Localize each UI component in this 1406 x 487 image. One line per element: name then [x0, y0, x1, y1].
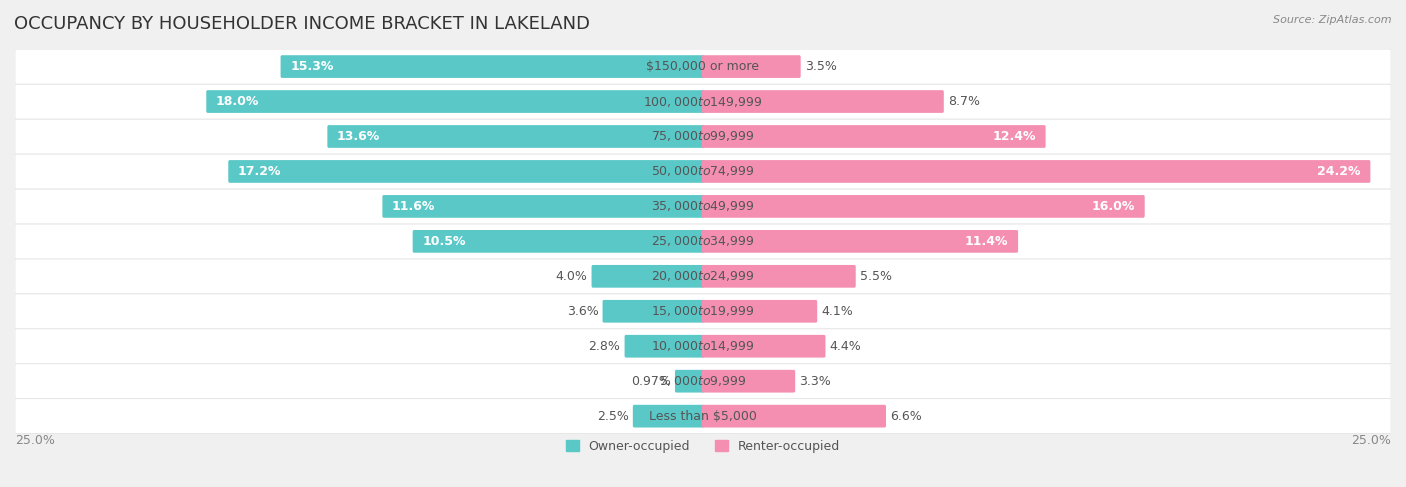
FancyBboxPatch shape	[15, 224, 1391, 259]
FancyBboxPatch shape	[15, 329, 1391, 364]
FancyBboxPatch shape	[702, 125, 1046, 148]
Text: 12.4%: 12.4%	[993, 130, 1036, 143]
Text: 6.6%: 6.6%	[890, 410, 922, 423]
FancyBboxPatch shape	[15, 399, 1391, 433]
Legend: Owner-occupied, Renter-occupied: Owner-occupied, Renter-occupied	[561, 435, 845, 458]
FancyBboxPatch shape	[328, 125, 704, 148]
Text: 17.2%: 17.2%	[238, 165, 281, 178]
FancyBboxPatch shape	[702, 335, 825, 357]
FancyBboxPatch shape	[15, 259, 1391, 294]
Text: 11.6%: 11.6%	[392, 200, 436, 213]
Text: $20,000 to $24,999: $20,000 to $24,999	[651, 269, 755, 283]
Text: $75,000 to $99,999: $75,000 to $99,999	[651, 130, 755, 144]
Text: $15,000 to $19,999: $15,000 to $19,999	[651, 304, 755, 318]
FancyBboxPatch shape	[382, 195, 704, 218]
FancyBboxPatch shape	[592, 265, 704, 288]
Text: 25.0%: 25.0%	[15, 433, 55, 447]
Text: 0.97%: 0.97%	[631, 375, 671, 388]
Text: 13.6%: 13.6%	[337, 130, 380, 143]
Text: 2.8%: 2.8%	[589, 340, 620, 353]
Text: Less than $5,000: Less than $5,000	[650, 410, 756, 423]
FancyBboxPatch shape	[702, 55, 800, 78]
Text: 15.3%: 15.3%	[290, 60, 333, 73]
FancyBboxPatch shape	[702, 370, 796, 393]
Text: 3.3%: 3.3%	[800, 375, 831, 388]
FancyBboxPatch shape	[624, 335, 704, 357]
Text: 5.5%: 5.5%	[860, 270, 891, 283]
FancyBboxPatch shape	[15, 189, 1391, 224]
FancyBboxPatch shape	[702, 265, 856, 288]
Text: 11.4%: 11.4%	[965, 235, 1008, 248]
Text: OCCUPANCY BY HOUSEHOLDER INCOME BRACKET IN LAKELAND: OCCUPANCY BY HOUSEHOLDER INCOME BRACKET …	[14, 15, 591, 33]
FancyBboxPatch shape	[702, 300, 817, 323]
FancyBboxPatch shape	[633, 405, 704, 428]
FancyBboxPatch shape	[675, 370, 704, 393]
FancyBboxPatch shape	[228, 160, 704, 183]
FancyBboxPatch shape	[702, 160, 1371, 183]
Text: 2.5%: 2.5%	[596, 410, 628, 423]
FancyBboxPatch shape	[15, 119, 1391, 154]
Text: 18.0%: 18.0%	[217, 95, 259, 108]
Text: 25.0%: 25.0%	[1351, 433, 1391, 447]
Text: 3.5%: 3.5%	[804, 60, 837, 73]
Text: 4.0%: 4.0%	[555, 270, 588, 283]
FancyBboxPatch shape	[702, 195, 1144, 218]
FancyBboxPatch shape	[15, 364, 1391, 399]
FancyBboxPatch shape	[702, 405, 886, 428]
FancyBboxPatch shape	[15, 154, 1391, 189]
FancyBboxPatch shape	[281, 55, 704, 78]
Text: $50,000 to $74,999: $50,000 to $74,999	[651, 165, 755, 178]
Text: $5,000 to $9,999: $5,000 to $9,999	[659, 374, 747, 388]
Text: $10,000 to $14,999: $10,000 to $14,999	[651, 339, 755, 353]
Text: 3.6%: 3.6%	[567, 305, 599, 318]
Text: 4.1%: 4.1%	[821, 305, 853, 318]
Text: 24.2%: 24.2%	[1317, 165, 1361, 178]
Text: $35,000 to $49,999: $35,000 to $49,999	[651, 199, 755, 213]
Text: $25,000 to $34,999: $25,000 to $34,999	[651, 234, 755, 248]
FancyBboxPatch shape	[413, 230, 704, 253]
FancyBboxPatch shape	[702, 230, 1018, 253]
Text: $150,000 or more: $150,000 or more	[647, 60, 759, 73]
Text: 8.7%: 8.7%	[948, 95, 980, 108]
FancyBboxPatch shape	[15, 294, 1391, 329]
FancyBboxPatch shape	[207, 90, 704, 113]
FancyBboxPatch shape	[702, 90, 943, 113]
Text: 16.0%: 16.0%	[1091, 200, 1135, 213]
Text: 10.5%: 10.5%	[422, 235, 465, 248]
FancyBboxPatch shape	[15, 84, 1391, 119]
Text: 4.4%: 4.4%	[830, 340, 862, 353]
FancyBboxPatch shape	[603, 300, 704, 323]
Text: $100,000 to $149,999: $100,000 to $149,999	[644, 94, 762, 109]
FancyBboxPatch shape	[15, 49, 1391, 84]
Text: Source: ZipAtlas.com: Source: ZipAtlas.com	[1274, 15, 1392, 25]
